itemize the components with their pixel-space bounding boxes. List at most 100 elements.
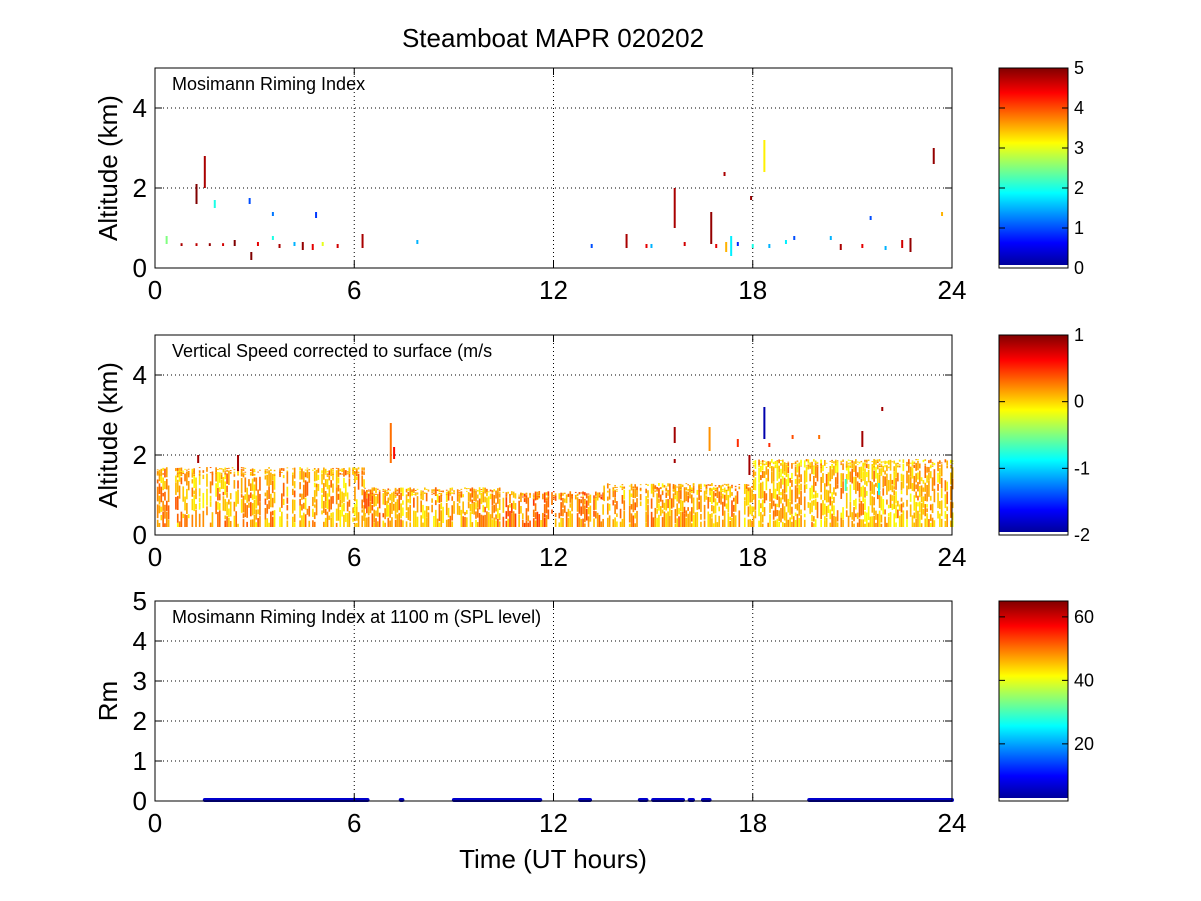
radar-cell (898, 504, 901, 512)
radar-cell (906, 519, 908, 527)
data-streak (248, 198, 251, 204)
radar-cell (831, 460, 833, 462)
radar-cell (612, 519, 615, 527)
radar-cell (562, 492, 564, 496)
radar-cell (661, 490, 664, 496)
radar-cell (584, 498, 586, 500)
radar-cell (822, 500, 824, 516)
radar-cell (438, 504, 441, 522)
colorbar-tick-label: 1 (1074, 218, 1084, 238)
radar-cell (354, 471, 356, 473)
radar-cell (445, 519, 448, 527)
radar-cell (301, 515, 303, 527)
radar-cell (523, 493, 526, 497)
colorbar-tick-label: -2 (1074, 525, 1090, 545)
radar-cell (339, 499, 342, 508)
radar-cell (831, 464, 833, 469)
radar-cell (754, 510, 757, 519)
radar-cell (834, 466, 837, 468)
radar-cell (330, 496, 333, 510)
radar-cell (674, 523, 677, 527)
radar-cell (855, 476, 857, 494)
radar-cell (851, 520, 854, 527)
radar-cell (887, 480, 890, 492)
radar-cell (471, 522, 474, 527)
radar-cell (313, 482, 316, 488)
radar-cell (240, 494, 243, 498)
radar-cell (698, 501, 700, 510)
radar-cell (687, 513, 689, 527)
radar-cell (769, 502, 771, 513)
radar-cell (913, 464, 916, 468)
radar-cell (774, 488, 777, 500)
radar-cell (780, 460, 782, 462)
radar-cell (926, 466, 928, 473)
radar-cell (939, 501, 941, 510)
radar-cell (445, 489, 448, 491)
radar-cell (711, 483, 713, 486)
radar-cell (636, 510, 638, 527)
radar-cell (251, 468, 254, 476)
radar-cell (574, 494, 577, 500)
radar-cell (456, 489, 459, 502)
radar-cell (856, 481, 859, 491)
radar-cell (270, 473, 272, 485)
radar-cell (937, 483, 939, 491)
radar-cell (747, 490, 750, 492)
radar-cell (321, 474, 323, 485)
radar-cell (630, 493, 633, 498)
data-streak (763, 407, 766, 439)
radar-cell (473, 489, 475, 502)
radar-cell (434, 493, 437, 495)
radar-cell (743, 517, 746, 527)
radar-cell (632, 488, 635, 498)
radar-cell (940, 488, 943, 499)
radar-cell (752, 506, 755, 512)
radar-cell (469, 488, 472, 492)
radar-cell (856, 472, 859, 478)
radar-cell (354, 471, 356, 484)
radar-cell (536, 497, 539, 499)
radar-cell (475, 502, 477, 510)
radar-cell (712, 505, 715, 514)
radar-cell (547, 496, 550, 498)
colorbar-tick-label: 20 (1074, 734, 1094, 754)
radar-cell (543, 504, 546, 514)
radar-cell (475, 490, 477, 502)
radar-cell (178, 485, 181, 499)
radar-cell (689, 493, 691, 499)
radar-cell (687, 488, 689, 491)
radar-cell (712, 487, 715, 490)
radar-cell (709, 489, 711, 496)
radar-cell (521, 492, 524, 496)
radar-cell (811, 515, 813, 522)
radar-cell (507, 518, 510, 527)
radar-cell (711, 518, 713, 527)
radar-cell (907, 474, 910, 490)
radar-cell (306, 508, 309, 515)
radar-cell (811, 465, 813, 467)
radar-cell (771, 466, 773, 471)
radar-cell (944, 520, 947, 527)
data-streak (336, 244, 339, 248)
radar-cell (791, 521, 793, 527)
radar-cell (222, 491, 225, 496)
radar-cell (931, 464, 934, 466)
radar-cell (558, 522, 561, 527)
radar-cell (451, 496, 454, 501)
radar-cell (233, 501, 236, 512)
data-streak (736, 439, 739, 447)
radar-cell (849, 465, 852, 468)
radar-cell (933, 469, 936, 486)
radar-cell (425, 517, 428, 527)
radar-cell (813, 523, 815, 527)
radar-cell (849, 460, 852, 462)
radar-cell (464, 516, 466, 527)
radar-cell (587, 493, 590, 495)
radar-cell (600, 521, 603, 527)
radar-cell (498, 492, 501, 494)
radar-cell (198, 473, 201, 475)
radar-cell (858, 461, 861, 464)
radar-cell (465, 488, 468, 490)
